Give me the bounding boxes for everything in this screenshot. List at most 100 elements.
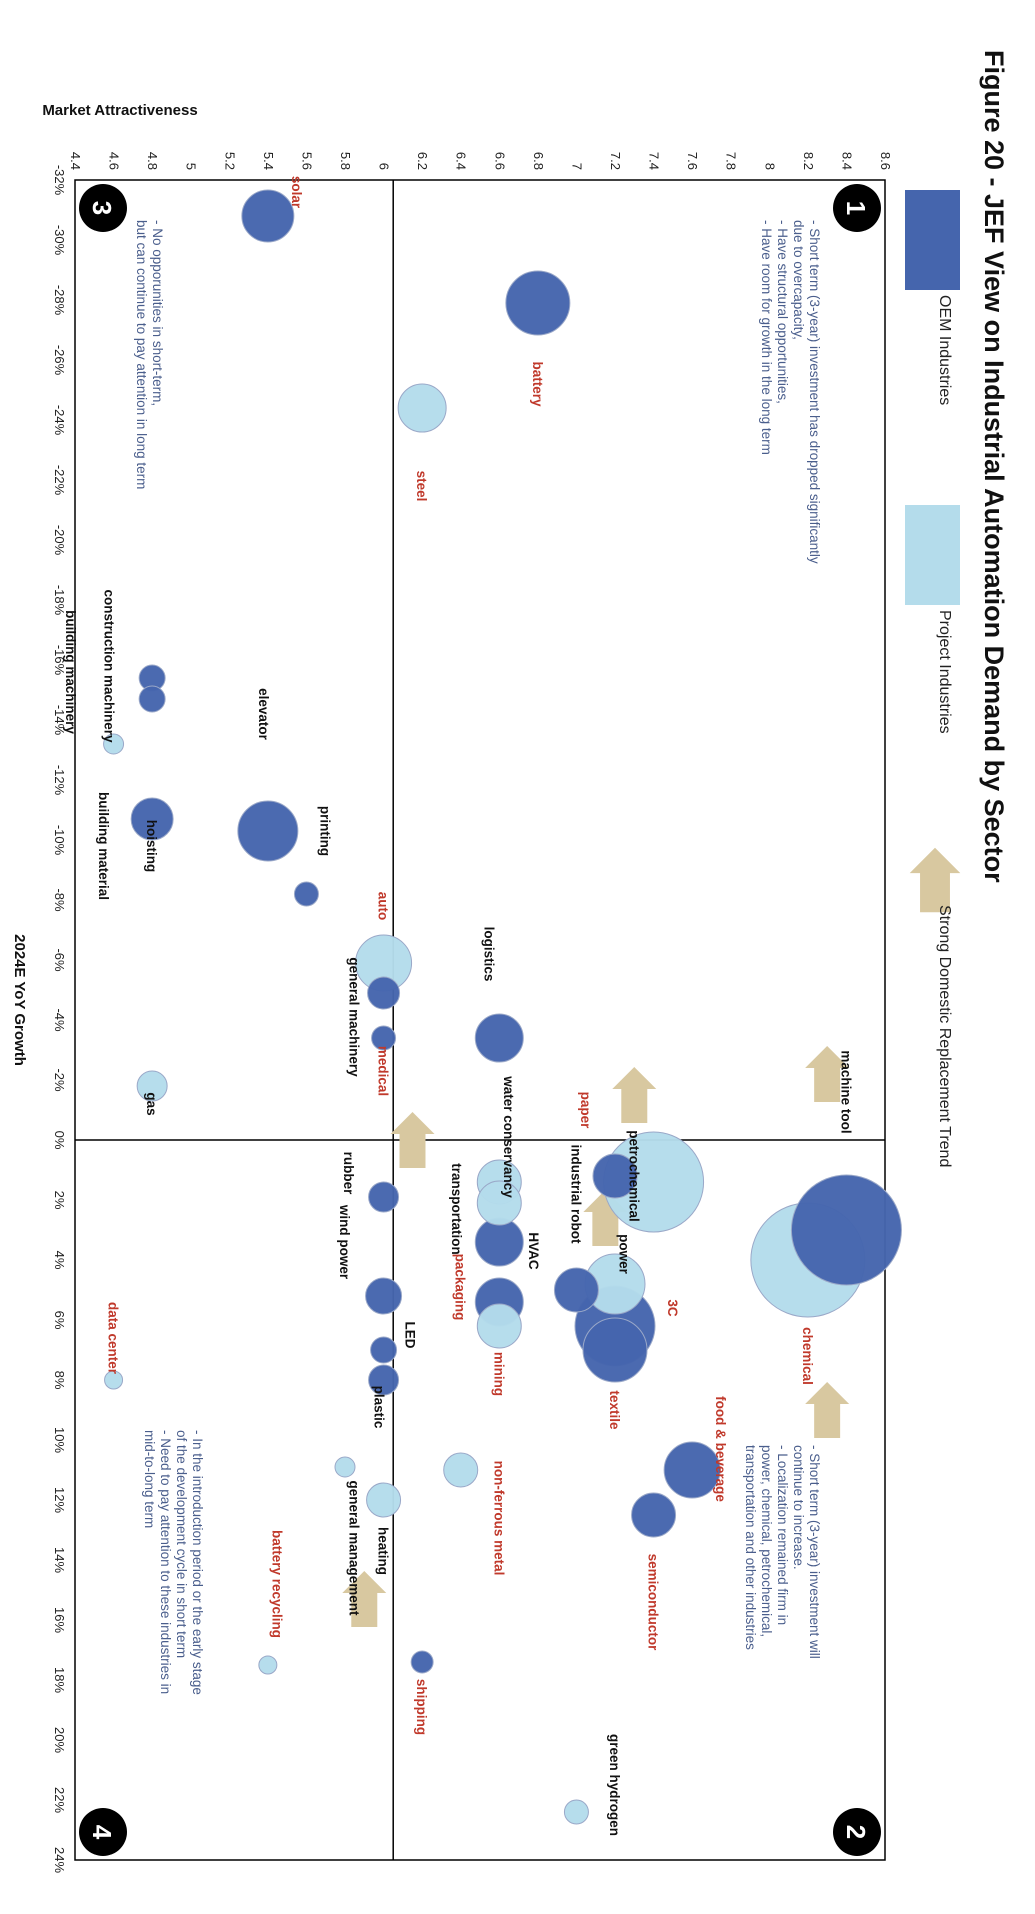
bubble-label: machine tool: [838, 1050, 853, 1133]
y-tick-label: 7.8: [724, 152, 739, 170]
x-tick-label: -32%: [52, 165, 67, 196]
legend-oem-swatch: [905, 190, 960, 290]
replacement-trend-arrow: [805, 1046, 850, 1102]
y-tick-label: 4.8: [145, 152, 160, 170]
quadrant-note-line: - No opporunities in short-term,: [150, 220, 165, 406]
bubble-oem: [553, 1267, 599, 1313]
x-tick-label: -14%: [52, 705, 67, 736]
x-tick-label: -24%: [52, 405, 67, 436]
y-tick-label: 8.2: [801, 152, 816, 170]
bubble-oem: [631, 1492, 677, 1538]
x-tick-label: -8%: [52, 888, 67, 912]
bubble-project: [258, 1655, 278, 1675]
bubble-oem: [592, 1153, 638, 1199]
bubble-oem: [293, 881, 319, 907]
x-tick-label: -26%: [52, 345, 67, 376]
bubble-label: food & beverage: [713, 1396, 728, 1502]
bubble-project: [476, 1180, 522, 1226]
quadrant-note-line: of the development cycle in short term: [174, 1430, 189, 1658]
bubble-project: [476, 1303, 522, 1349]
bubble-label: logistics: [482, 927, 497, 982]
y-tick-label: 6.2: [415, 152, 430, 170]
x-tick-label: 16%: [52, 1607, 67, 1633]
bubble-project: [103, 733, 125, 755]
quadrant-note-line: due to overcapacity,: [791, 220, 806, 340]
quadrant-badge: [79, 1808, 127, 1856]
bubble-oem: [237, 800, 299, 862]
quadrant-note-line: but can continue to pay attention in lon…: [134, 220, 149, 489]
x-tick-label: 10%: [52, 1427, 67, 1453]
y-tick-label: 8: [762, 163, 777, 170]
bubble-project: [366, 1482, 402, 1518]
x-tick-label: 18%: [52, 1667, 67, 1693]
bubble-project: [334, 1456, 356, 1478]
bubble-label: shipping: [414, 1679, 429, 1735]
bubble-label: elevator: [256, 688, 271, 741]
x-tick-label: -12%: [52, 765, 67, 796]
x-tick-label: -20%: [52, 525, 67, 556]
x-tick-label: 14%: [52, 1547, 67, 1573]
bubble-label: 3C: [665, 1299, 680, 1317]
y-tick-label: 5.2: [222, 152, 237, 170]
bubble-label: mining: [491, 1352, 506, 1396]
bubble-label: printing: [318, 806, 333, 856]
y-tick-label: 4.4: [68, 152, 83, 170]
quadrant-note-line: - Have room for growth in the long term: [759, 220, 774, 455]
y-tick-label: 5: [184, 163, 199, 170]
bubble-oem: [790, 1174, 902, 1286]
replacement-trend-arrow: [342, 1571, 387, 1627]
quadrant-note-line: - Short term (3-year) investment will: [807, 1445, 822, 1659]
bubble-label: battery: [530, 361, 545, 407]
bubble-oem: [582, 1317, 648, 1383]
quadrant-number: 3: [87, 201, 117, 215]
quadrant-note-line: transportation and other industries: [743, 1445, 758, 1650]
x-tick-label: -6%: [52, 948, 67, 972]
bubble-label: plastic: [372, 1386, 387, 1429]
legend-arrow-icon: [909, 847, 961, 913]
x-tick-label: -16%: [52, 645, 67, 676]
bubble-oem: [138, 685, 166, 713]
bubble-label: construction machinery: [102, 589, 117, 743]
quadrant-note-line: - Localization remained firm in: [775, 1445, 790, 1625]
rotated-chart: Figure 20 - JEF View on Industrial Autom…: [11, 50, 1009, 1873]
y-tick-label: 5.6: [299, 152, 314, 170]
bubble-label: LED: [403, 1322, 418, 1349]
bubble-project: [397, 383, 447, 433]
bubble-project: [563, 1799, 589, 1825]
bubble-label: green hydrogen: [607, 1734, 622, 1836]
quadrant-badge: [833, 184, 881, 232]
quadrant-note-line: continue to increase.: [791, 1445, 806, 1570]
legend-oem-label: OEM Industries: [936, 295, 953, 405]
y-axis-title: Market Attractiveness: [42, 102, 197, 119]
bubble-label: paper: [578, 1092, 593, 1130]
quadrant-number: 4: [87, 1825, 117, 1840]
bubble-oem: [410, 1650, 434, 1674]
y-tick-label: 5.8: [338, 152, 353, 170]
bubble-project: [443, 1452, 479, 1488]
x-tick-label: -18%: [52, 585, 67, 616]
bubble-label: hoisting: [144, 820, 159, 873]
bubble-label: auto: [376, 892, 391, 921]
bubble-label: rubber: [341, 1152, 356, 1196]
y-tick-label: 7.6: [685, 152, 700, 170]
y-tick-label: 6.8: [531, 152, 546, 170]
bubble-label: semiconductor: [646, 1554, 661, 1652]
y-tick-label: 8.6: [878, 152, 893, 170]
x-tick-label: 2%: [52, 1191, 67, 1210]
legend: OEM Industries Project Industries Strong…: [905, 190, 961, 1167]
quadrant-badge: [833, 1808, 881, 1856]
quadrant-note-line: mid-to-long term: [142, 1430, 157, 1528]
x-tick-label: 8%: [52, 1371, 67, 1390]
quadrant-note-line: - Have structural opportunities,: [775, 220, 790, 404]
bubble-label: chemical: [800, 1327, 815, 1385]
bubble-oem: [474, 1013, 524, 1063]
bubble-oem: [130, 797, 174, 841]
bubble-label: building machinery: [63, 610, 78, 734]
bubble-label: industrial robot: [568, 1145, 583, 1245]
bubble-label: general machinery: [347, 957, 362, 1077]
x-tick-label: 0%: [52, 1131, 67, 1150]
y-tick-label: 5.4: [261, 152, 276, 170]
bubble-label: power: [617, 1234, 632, 1275]
